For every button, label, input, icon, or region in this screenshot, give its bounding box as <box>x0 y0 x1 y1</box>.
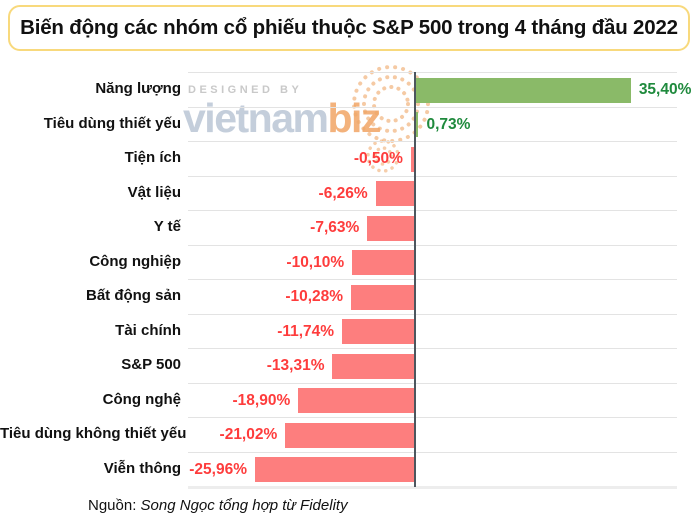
value-label: 35,40% <box>638 81 692 98</box>
source-note: Nguồn: Song Ngọc tổng hợp từ Fidelity <box>88 497 348 514</box>
plot-cell: -13,31% <box>188 348 677 383</box>
plot-cell: -25,96% <box>188 451 677 487</box>
bar-chart: Năng lượng 35,40% Tiêu dùng thiết yếu 0,… <box>0 72 700 489</box>
chart-title-box: Biến động các nhóm cổ phiếu thuộc S&P 50… <box>8 5 690 51</box>
bar <box>342 319 414 344</box>
value-label: -10,28% <box>285 288 344 305</box>
bar <box>414 77 631 103</box>
bar <box>367 215 414 241</box>
value-label: -21,02% <box>219 426 278 443</box>
bar <box>298 388 414 413</box>
chart-row: Năng lượng 35,40% <box>0 72 700 107</box>
category-label: Tiện ích <box>124 149 181 166</box>
chart-row: Y tế -7,63% <box>0 210 700 245</box>
chart-row: Vật liệu -6,26% <box>0 175 700 211</box>
value-label: -11,74% <box>277 322 335 340</box>
category-label: Công nghiệp <box>89 252 181 270</box>
chart-row: Bất động sản -10,28% <box>0 279 700 314</box>
value-label: -18,90% <box>232 391 291 409</box>
plot-cell: 35,40% <box>188 72 691 107</box>
category-label: Công nghệ <box>102 390 181 408</box>
category-label: Tiêu dùng không thiết yếu <box>0 425 187 442</box>
plot-cell: -21,02% <box>188 417 677 452</box>
plot-cell: -11,74% <box>188 313 677 349</box>
category-label: Viễn thông <box>103 459 181 477</box>
value-label: -6,26% <box>318 184 368 202</box>
category-label: Y tế <box>153 218 181 235</box>
chart-row: Công nghệ -18,90% <box>0 382 700 418</box>
source-prefix: Nguồn: <box>88 497 141 514</box>
bar <box>254 457 414 482</box>
plot-cell: 0,73% <box>188 106 677 142</box>
value-label: 0,73% <box>426 115 471 133</box>
plot-cell: -10,28% <box>188 279 677 314</box>
category-label: Bất động sản <box>85 287 181 304</box>
category-label: Tài chính <box>115 321 181 339</box>
plot-cell: -6,26% <box>188 175 677 211</box>
source-text: Song Ngọc tổng hợp từ Fidelity <box>140 497 348 514</box>
value-label: -0,50% <box>353 150 403 167</box>
value-label: -7,63% <box>310 219 360 236</box>
bar <box>332 353 414 379</box>
chart-bottom-gridline <box>188 486 677 489</box>
value-label: -13,31% <box>266 357 325 374</box>
plot-cell: -18,90% <box>188 382 677 418</box>
chart-row: Tiện ích -0,50% <box>0 141 700 176</box>
plot-cell: -7,63% <box>188 210 677 245</box>
value-label: -10,10% <box>286 253 345 271</box>
category-label: Vật liệu <box>127 183 181 201</box>
plot-cell: -10,10% <box>188 244 677 280</box>
chart-row: Tiêu dùng thiết yếu 0,73% <box>0 106 700 142</box>
plot-cell: -0,50% <box>188 141 677 176</box>
chart-row: Tiêu dùng không thiết yếu -21,02% <box>0 417 700 452</box>
zero-axis-line <box>414 72 416 487</box>
bar <box>351 284 414 310</box>
bar <box>410 146 414 172</box>
category-label: Tiêu dùng thiết yếu <box>43 114 181 132</box>
chart-row: S&P 500 -13,31% <box>0 348 700 383</box>
chart-row: Công nghiệp -10,10% <box>0 244 700 280</box>
category-label: S&P 500 <box>121 356 181 373</box>
page-title: Biến động các nhóm cổ phiếu thuộc S&P 50… <box>20 16 678 39</box>
bar <box>285 422 414 448</box>
category-label: Năng lượng <box>95 80 181 97</box>
bar <box>352 250 414 275</box>
chart-row: Tài chính -11,74% <box>0 313 700 349</box>
chart-row: Viễn thông -25,96% <box>0 451 700 487</box>
value-label: -25,96% <box>189 460 247 478</box>
bar <box>375 181 414 206</box>
